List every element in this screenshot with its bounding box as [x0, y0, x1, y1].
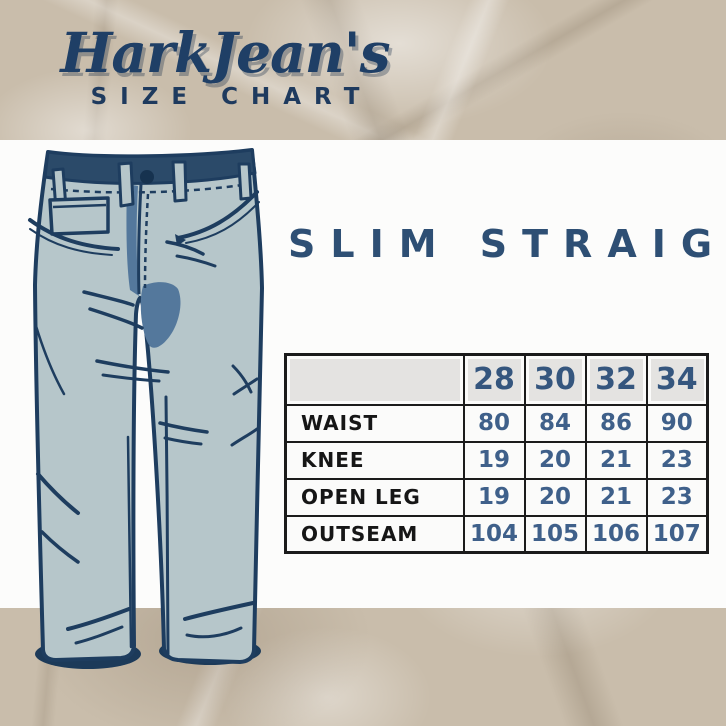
table-row-knee: KNEE 19 20 21 23	[284, 440, 709, 480]
measurement-cell: 104	[462, 514, 526, 554]
measurement-cell: 23	[645, 477, 709, 517]
size-column-34: 34	[645, 353, 709, 406]
fly-stitching	[143, 193, 150, 289]
right-pocket-stitch	[185, 201, 260, 244]
measurement-cell: 20	[523, 440, 587, 480]
size-column-30: 30	[523, 353, 587, 406]
measurement-cell: 20	[523, 477, 587, 517]
measurement-cell: 107	[645, 514, 709, 554]
measurement-cell: 105	[523, 514, 587, 554]
left-pocket-opening	[28, 218, 120, 251]
measurement-cell: 19	[462, 440, 526, 480]
measurement-cell: 21	[584, 477, 648, 517]
brand-name: HarkJean's	[60, 20, 390, 85]
brand-header: HarkJean's SIZE CHART	[0, 24, 450, 110]
waistband-stitching	[50, 182, 250, 194]
right-pocket-opening	[176, 190, 259, 240]
size-column-28: 28	[462, 353, 526, 406]
measurement-cell: 80	[462, 403, 526, 443]
measurement-cell: 19	[462, 477, 526, 517]
row-label-open-leg: OPEN LEG	[284, 477, 465, 517]
row-label-outseam: OUTSEAM	[284, 514, 465, 554]
fly-seam	[137, 183, 143, 295]
size-chart: 28 30 32 34 WAIST 80 84 86 90 KNEE 19 20…	[284, 353, 709, 554]
jeans-button	[140, 170, 154, 184]
corner-cell	[284, 353, 465, 406]
measurement-cell: 106	[584, 514, 648, 554]
brand-tagline: SIZE CHART	[90, 83, 373, 110]
left-pocket-stitch	[29, 228, 113, 256]
crotch-shading	[140, 282, 181, 348]
size-chart-table: 28 30 32 34 WAIST 80 84 86 90 KNEE 19 20…	[284, 353, 709, 554]
table-row-waist: WAIST 80 84 86 90	[284, 403, 709, 443]
measurement-cell: 84	[523, 403, 587, 443]
size-column-32: 32	[584, 353, 648, 406]
leg-seams	[126, 395, 170, 656]
measurement-cell: 86	[584, 403, 648, 443]
row-label-waist: WAIST	[284, 403, 465, 443]
row-label-knee: KNEE	[284, 440, 465, 480]
coin-pocket	[48, 196, 110, 236]
measurement-cell: 23	[645, 440, 709, 480]
measurement-cell: 90	[645, 403, 709, 443]
waistband	[43, 148, 257, 185]
table-row-open-leg: OPEN LEG 19 20 21 23	[284, 477, 709, 517]
table-row-outseam: OUTSEAM 104 105 106 107	[284, 514, 709, 554]
wrinkle-lines	[34, 240, 259, 645]
jeans-illustration	[28, 148, 264, 669]
size-header-row: 28 30 32 34	[284, 353, 709, 406]
measurement-cell: 21	[584, 440, 648, 480]
fly-shading	[126, 184, 139, 296]
style-name: SLIM STRAIGHT	[288, 222, 726, 266]
